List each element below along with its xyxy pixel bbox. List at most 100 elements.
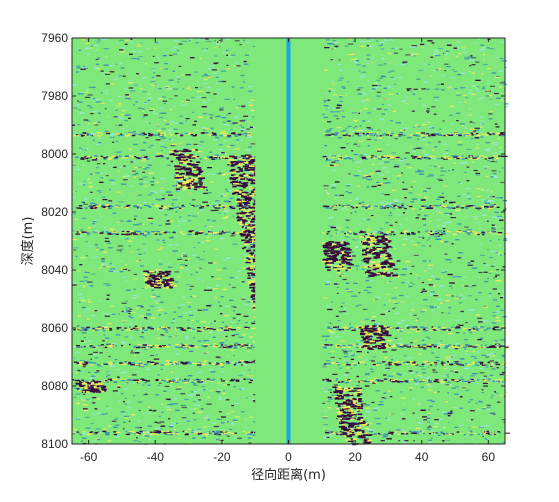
heatmap-cell bbox=[384, 357, 388, 359]
heatmap-cell bbox=[447, 412, 453, 415]
heatmap-cell bbox=[167, 194, 173, 196]
heatmap-cell bbox=[139, 178, 143, 180]
heatmap-cell bbox=[143, 114, 148, 116]
heatmap-cell bbox=[119, 49, 124, 51]
heatmap-cell bbox=[212, 220, 216, 222]
heatmap-cell bbox=[95, 243, 99, 245]
heatmap-cell bbox=[223, 173, 230, 175]
heatmap-cell bbox=[202, 48, 204, 50]
heatmap-cell bbox=[246, 301, 251, 303]
heatmap-cell bbox=[394, 248, 397, 250]
heatmap-cell bbox=[475, 172, 481, 174]
heatmap-cell bbox=[108, 158, 112, 160]
heatmap-cell bbox=[491, 170, 497, 172]
heatmap-cell bbox=[174, 281, 179, 283]
heatmap-cell bbox=[76, 67, 81, 69]
heatmap-cell bbox=[241, 119, 247, 121]
heatmap-cell bbox=[465, 389, 470, 392]
heatmap-cell bbox=[487, 159, 490, 162]
heatmap-cell bbox=[472, 438, 475, 440]
heatmap-cell bbox=[174, 189, 177, 191]
heatmap-cell bbox=[442, 228, 446, 230]
heatmap-cell bbox=[361, 403, 367, 405]
heatmap-cell bbox=[390, 158, 395, 160]
heatmap-cell bbox=[236, 323, 239, 325]
heatmap-cell bbox=[99, 192, 102, 194]
heatmap-cell bbox=[102, 340, 105, 342]
heatmap-cell bbox=[125, 155, 130, 157]
heatmap-cell bbox=[413, 398, 416, 400]
heatmap-cell bbox=[327, 284, 330, 286]
heatmap-cell bbox=[484, 168, 490, 170]
heatmap-cell bbox=[127, 98, 131, 100]
heatmap-cell bbox=[108, 207, 112, 209]
heatmap-cell bbox=[429, 175, 434, 177]
heatmap-cell bbox=[490, 352, 495, 354]
heatmap-cell bbox=[106, 132, 109, 134]
heatmap-cell bbox=[477, 317, 483, 319]
heatmap-cell bbox=[389, 62, 392, 64]
heatmap-cell bbox=[413, 440, 415, 442]
heatmap-cell bbox=[86, 270, 91, 272]
heatmap-cell bbox=[397, 178, 400, 180]
heatmap-cell bbox=[405, 358, 410, 360]
heatmap-cell bbox=[493, 225, 497, 227]
heatmap-cell bbox=[383, 205, 385, 207]
heatmap-cell bbox=[461, 158, 466, 160]
heatmap-cell bbox=[187, 428, 191, 430]
heatmap-cell bbox=[85, 156, 88, 158]
heatmap-cell bbox=[225, 335, 228, 338]
heatmap-cell bbox=[156, 248, 162, 251]
heatmap-cell bbox=[124, 397, 127, 399]
heatmap-cell bbox=[366, 138, 372, 141]
heatmap-cell bbox=[228, 205, 230, 207]
heatmap-cell bbox=[108, 200, 113, 202]
heatmap-cell bbox=[215, 137, 220, 139]
heatmap-cell bbox=[118, 75, 124, 77]
heatmap-cell bbox=[196, 431, 202, 433]
heatmap-cell bbox=[496, 206, 500, 208]
heatmap-cell bbox=[75, 418, 80, 420]
heatmap-cell bbox=[391, 132, 394, 135]
heatmap-cell bbox=[170, 109, 173, 111]
heatmap-cell bbox=[470, 375, 475, 377]
heatmap-cell bbox=[327, 217, 332, 219]
heatmap-cell bbox=[81, 201, 84, 203]
heatmap-cell bbox=[480, 97, 485, 99]
heatmap-cell bbox=[246, 397, 248, 399]
heatmap-cell bbox=[357, 170, 363, 172]
heatmap-cell bbox=[444, 271, 447, 273]
heatmap-cell bbox=[160, 368, 163, 370]
heatmap-cell bbox=[501, 372, 505, 374]
heatmap-cell bbox=[204, 339, 210, 342]
heatmap-cell bbox=[344, 353, 348, 355]
heatmap-cell bbox=[447, 358, 453, 360]
heatmap-cell bbox=[402, 62, 405, 64]
heatmap-cell bbox=[179, 133, 184, 135]
heatmap-cell bbox=[224, 213, 226, 215]
heatmap-cell bbox=[161, 411, 164, 413]
heatmap-cell bbox=[357, 93, 362, 95]
heatmap-cell bbox=[355, 112, 360, 114]
heatmap-cell bbox=[246, 134, 252, 136]
heatmap-cell bbox=[374, 148, 377, 150]
heatmap-cell bbox=[157, 422, 161, 424]
heatmap-cell bbox=[321, 335, 328, 337]
heatmap-cell bbox=[141, 346, 146, 348]
heatmap-cell bbox=[133, 273, 138, 275]
heatmap-cell bbox=[431, 205, 433, 207]
heatmap-cell bbox=[88, 204, 92, 207]
heatmap-cell bbox=[143, 201, 147, 204]
heatmap-cell bbox=[204, 157, 207, 159]
heatmap-cell bbox=[492, 299, 498, 301]
heatmap-cell bbox=[128, 117, 131, 119]
heatmap-cell bbox=[175, 353, 180, 355]
heatmap-cell bbox=[359, 125, 362, 127]
heatmap-cell bbox=[330, 356, 335, 358]
heatmap-cell bbox=[129, 308, 133, 310]
heatmap-cell bbox=[391, 359, 394, 361]
heatmap-cell bbox=[414, 53, 420, 55]
heatmap-cell bbox=[213, 425, 219, 428]
heatmap-cell bbox=[152, 294, 156, 296]
heatmap-cell bbox=[399, 160, 403, 162]
